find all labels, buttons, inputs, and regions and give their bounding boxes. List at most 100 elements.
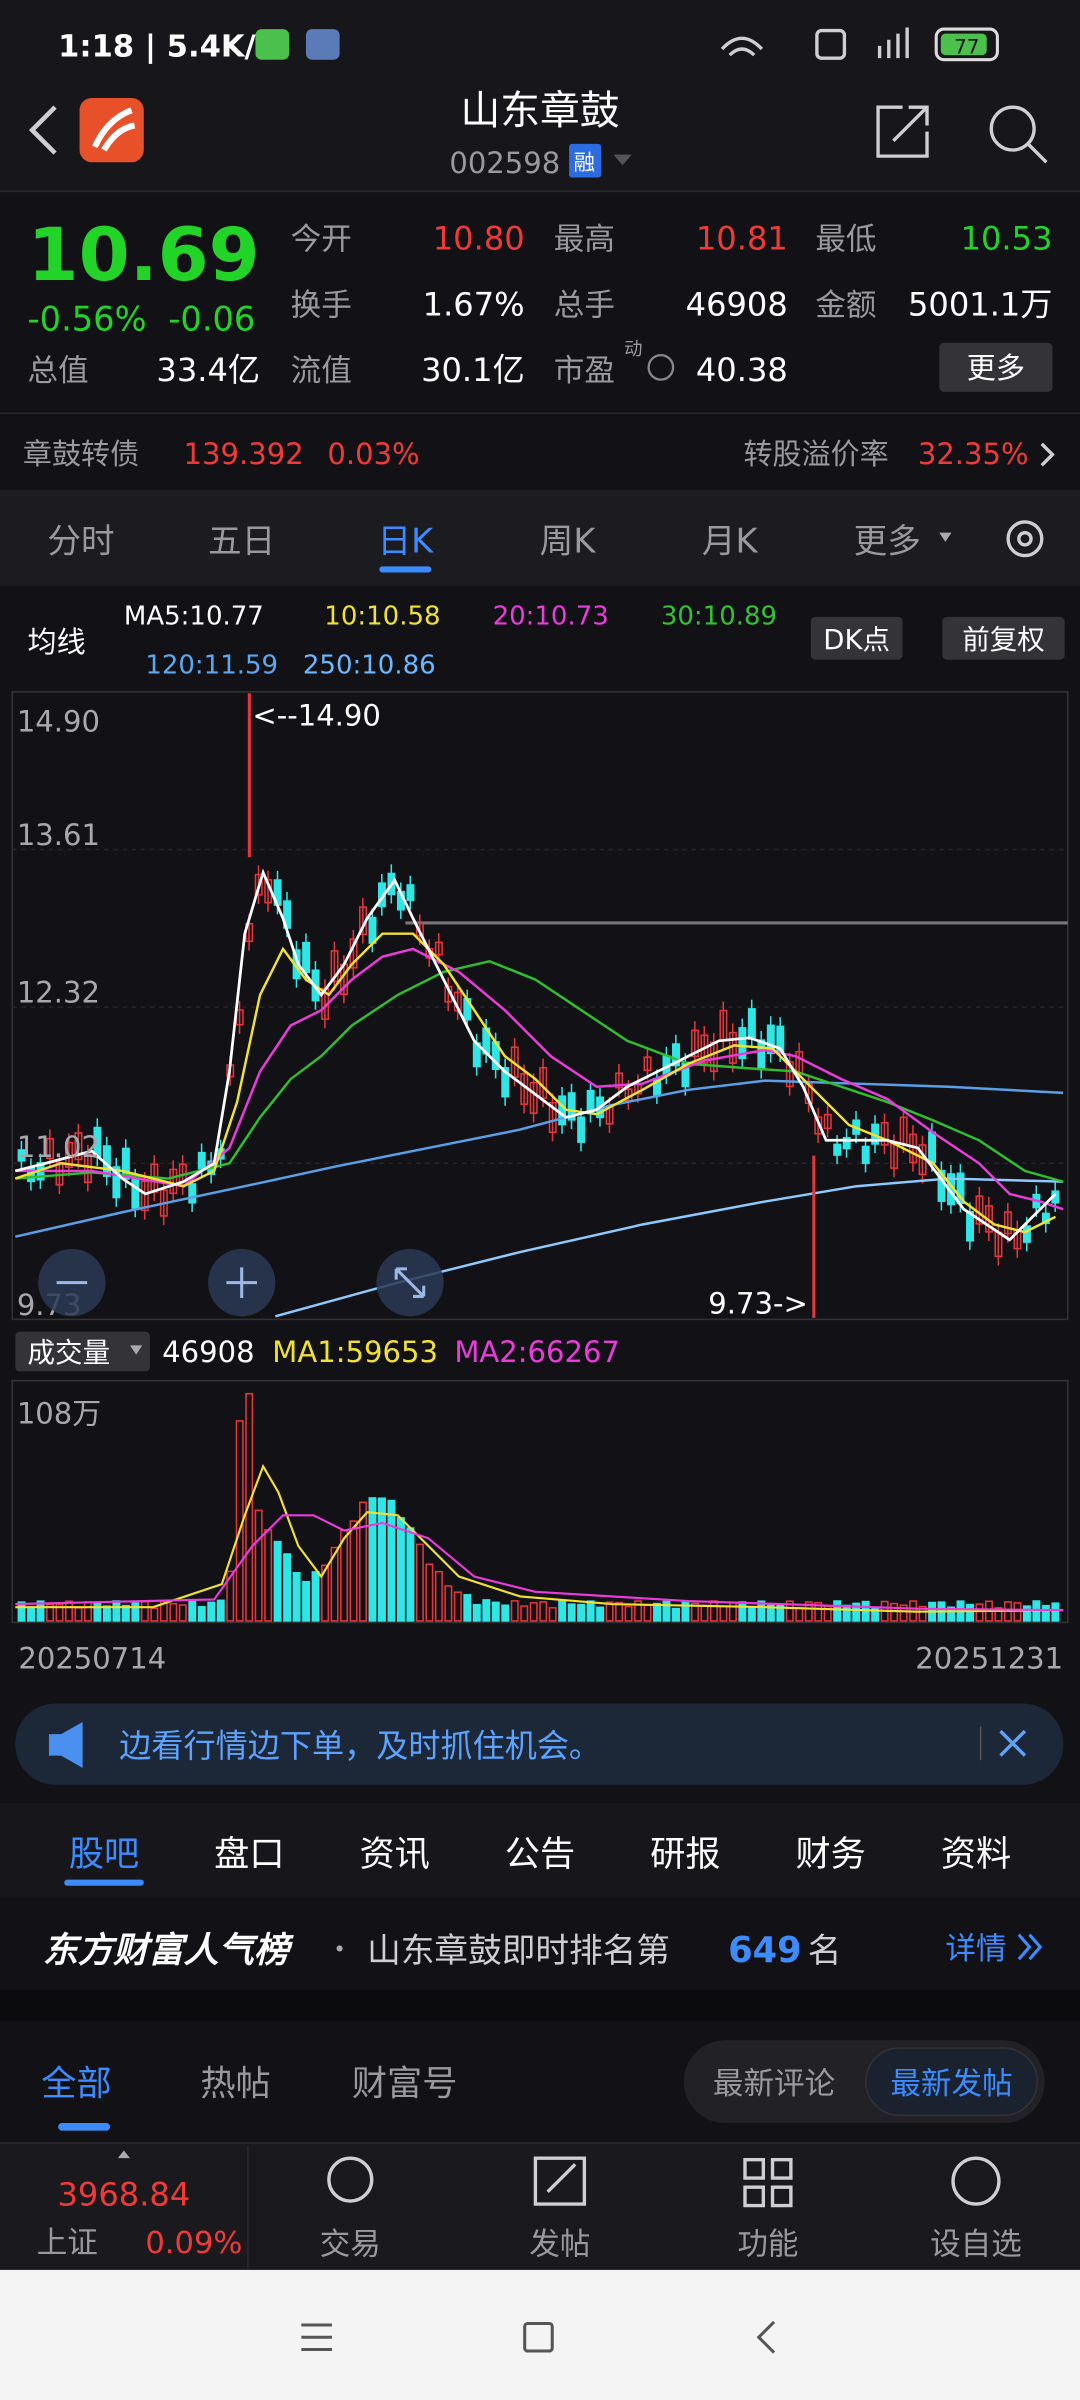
- logo: [79, 97, 144, 163]
- chart-tab[interactable]: 分时: [47, 522, 114, 561]
- volume-bar: [947, 1606, 956, 1622]
- fullscreen-icon: [394, 1267, 426, 1298]
- function-icon: [743, 2158, 793, 2208]
- nav-item[interactable]: 发帖: [529, 2228, 590, 2263]
- info-tab[interactable]: 公告: [505, 1834, 575, 1875]
- banner[interactable]: [15, 1703, 1064, 1785]
- info-tab[interactable]: 研报: [650, 1834, 720, 1875]
- ranking-rank: 649: [728, 1930, 801, 1971]
- header-bg: [0, 0, 1080, 192]
- field-value: 30.1亿: [421, 351, 525, 389]
- settings-button[interactable]: [1006, 520, 1044, 558]
- candle-body: [842, 1136, 851, 1150]
- back-key[interactable]: [756, 2320, 776, 2354]
- watchlist-icon: [951, 2156, 1001, 2206]
- candle-body: [529, 1081, 538, 1114]
- volume-bar: [27, 1606, 36, 1622]
- volume-bar: [1022, 1605, 1031, 1622]
- nav-item[interactable]: 功能: [737, 2228, 798, 2263]
- volume-bar: [1051, 1602, 1060, 1622]
- menu-key[interactable]: [301, 2323, 332, 2352]
- chart-tab[interactable]: 五日: [208, 522, 275, 561]
- post-tab[interactable]: 财富号: [352, 2063, 458, 2104]
- candle-body: [1022, 1225, 1031, 1243]
- volume-value: 46908: [162, 1335, 254, 1369]
- status-time: 1:18 | 5.4K/s: [58, 30, 274, 65]
- dropdown: [613, 154, 632, 166]
- volume-bar: [65, 1600, 73, 1622]
- back-button[interactable]: [28, 105, 57, 155]
- close-banner[interactable]: [999, 1729, 1027, 1757]
- y-label: 14.90: [17, 705, 100, 739]
- separator-dot: [336, 1945, 343, 1952]
- field-value: 5001.1万: [908, 285, 1052, 323]
- info-tab[interactable]: 股吧: [69, 1834, 139, 1875]
- info-tab[interactable]: 资料: [941, 1834, 1011, 1875]
- system-nav: [0, 2269, 1080, 2400]
- chart-tab[interactable]: 月K: [702, 522, 759, 561]
- field-label: 市盈: [554, 354, 615, 389]
- candle-body: [501, 1067, 510, 1098]
- candle-body: [577, 1116, 586, 1143]
- candle-body: [861, 1145, 870, 1165]
- volume-bar: [842, 1604, 851, 1622]
- ranking-link[interactable]: 详情: [945, 1932, 1006, 1967]
- nav-item[interactable]: 交易: [320, 2228, 381, 2263]
- volume-bar: [548, 1607, 557, 1622]
- volume-bar: [482, 1599, 491, 1622]
- zoom-in-icon: [226, 1267, 257, 1298]
- banner-text: 边看行情边下单，及时抓住机会。: [119, 1727, 601, 1765]
- ranking-suffix: 名: [808, 1931, 842, 1970]
- field-label: 最低: [815, 222, 876, 257]
- volume-bar: [757, 1600, 766, 1622]
- pe-info[interactable]: [647, 353, 675, 381]
- chart-tab[interactable]: 更多: [854, 522, 921, 561]
- field-value: 40.38: [696, 351, 788, 389]
- post-tab[interactable]: 全部: [41, 2063, 111, 2104]
- battery: [934, 27, 999, 62]
- chart-tab[interactable]: 周K: [540, 522, 597, 561]
- sort-option[interactable]: 最新评论: [713, 2067, 835, 2102]
- chart-tab[interactable]: 日K: [378, 522, 435, 561]
- volume-bar: [349, 1520, 358, 1622]
- candle-body: [112, 1166, 121, 1199]
- sort-option[interactable]: 最新发帖: [890, 2067, 1012, 2102]
- info-tab[interactable]: 财务: [795, 1834, 865, 1875]
- hd-icon: [815, 28, 847, 60]
- ma-item: 30:10.89: [661, 601, 777, 631]
- field-value: 10.81: [696, 219, 788, 257]
- volume-bar: [520, 1605, 529, 1622]
- candle-body: [188, 1183, 197, 1204]
- volume-bar: [55, 1603, 64, 1622]
- volume-bar: [368, 1497, 377, 1622]
- volume-bar: [833, 1600, 842, 1622]
- candle-body: [615, 1072, 624, 1089]
- volume-bar: [330, 1546, 339, 1622]
- volume-bar: [672, 1607, 680, 1622]
- info-tab[interactable]: 资讯: [359, 1834, 429, 1875]
- more-button[interactable]: [939, 342, 1053, 392]
- field-value: 33.4亿: [156, 351, 260, 389]
- search-button[interactable]: [989, 105, 1036, 152]
- adjust-text: 前复权: [962, 624, 1045, 656]
- volume-selector[interactable]: [15, 1331, 150, 1372]
- volume-bar: [378, 1497, 386, 1622]
- candle-body: [558, 1095, 567, 1126]
- info-tab[interactable]: 盘口: [214, 1834, 284, 1875]
- home-key[interactable]: [523, 2321, 554, 2353]
- dk-button[interactable]: [810, 616, 903, 660]
- dk-text: DK点: [823, 624, 890, 656]
- volume-bar: [245, 1392, 254, 1622]
- tab-underline: [58, 2122, 111, 2131]
- volume-bar: [634, 1600, 643, 1622]
- adjust-button[interactable]: [942, 616, 1065, 660]
- volume-bar: [150, 1607, 159, 1622]
- nav-item[interactable]: 设自选: [930, 2228, 1022, 2263]
- share-button[interactable]: [876, 105, 929, 158]
- candle-body: [823, 1113, 832, 1130]
- bond-name: 章鼓转债: [23, 437, 139, 471]
- candle-body: [747, 1008, 756, 1040]
- candle-body: [121, 1147, 130, 1180]
- post-tab[interactable]: 热帖: [200, 2063, 270, 2104]
